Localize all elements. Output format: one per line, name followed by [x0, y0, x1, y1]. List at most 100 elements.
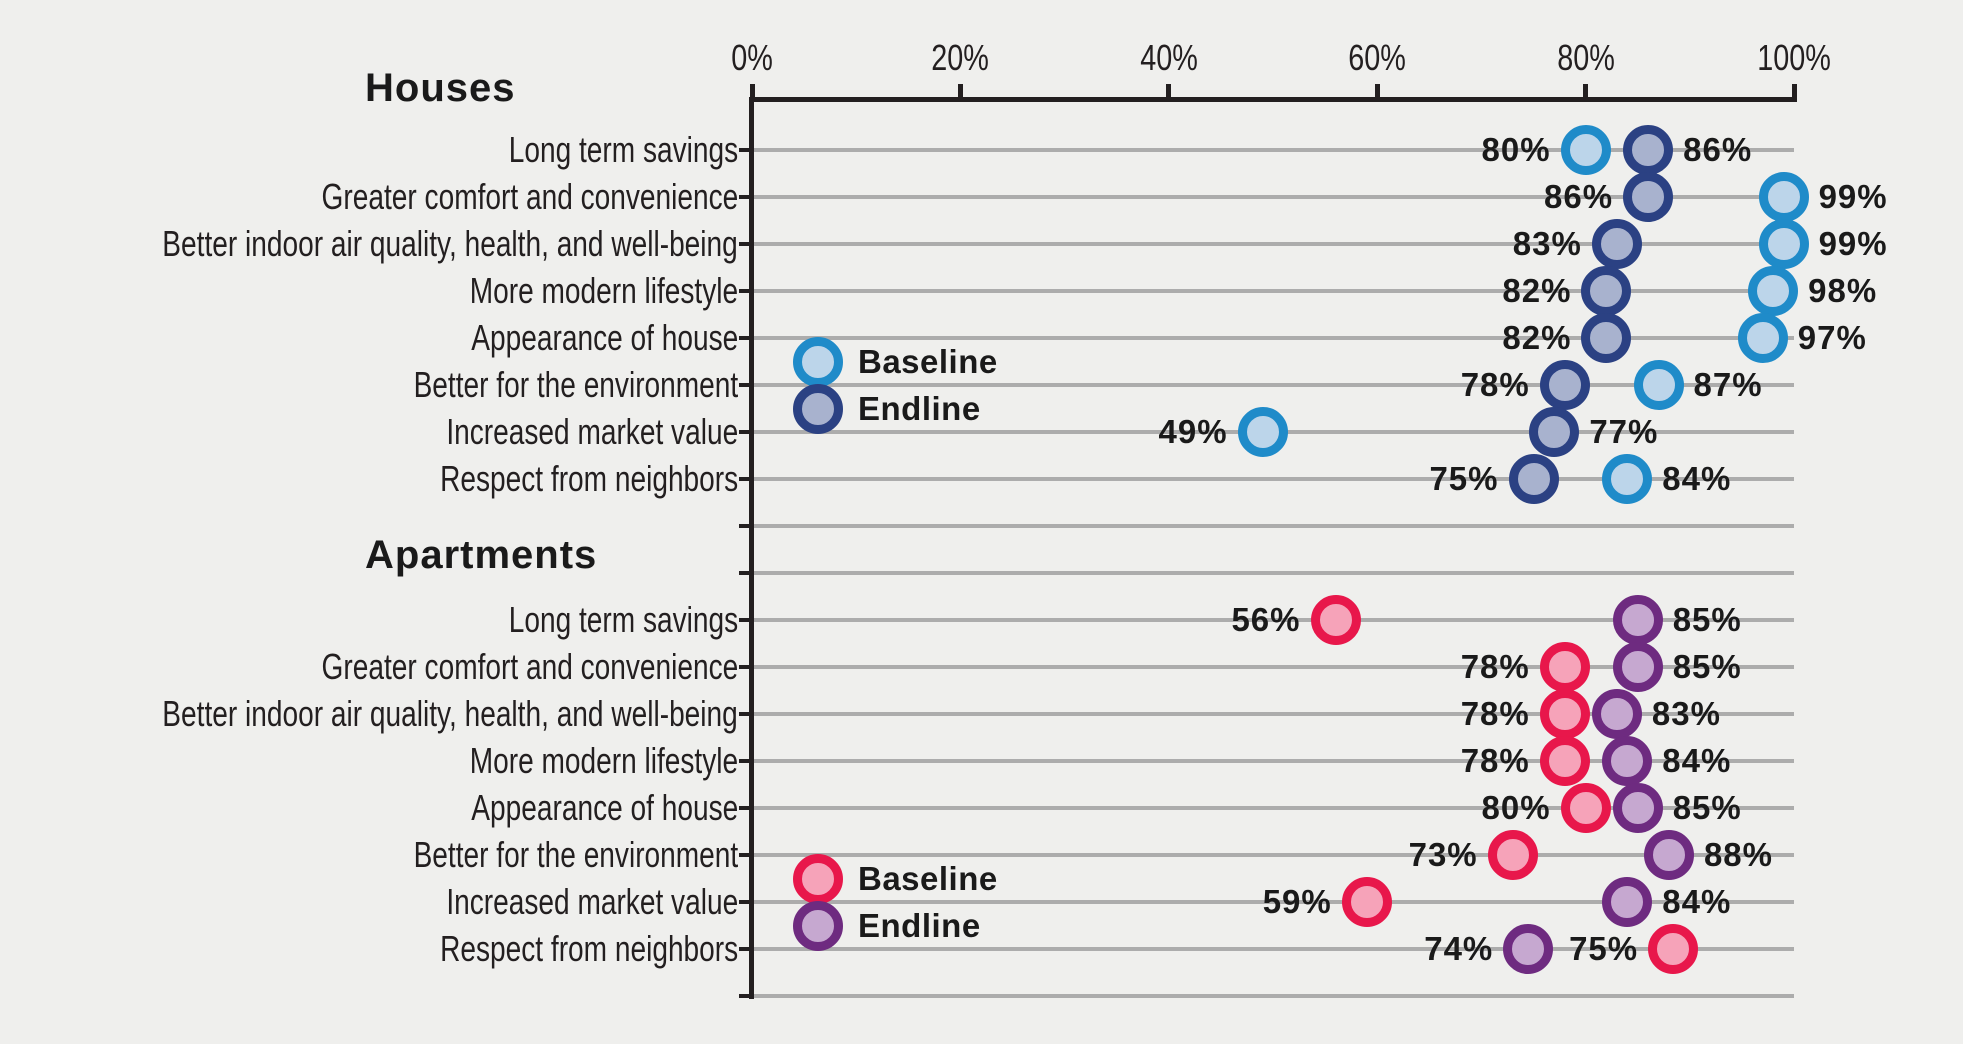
section-header-apartments: Apartments: [365, 532, 598, 577]
x-tick-label: 40%: [1109, 37, 1229, 78]
dot-value-label: 88%: [1703, 836, 1774, 873]
dot-value-label: 59%: [1262, 883, 1332, 920]
row-label: Better for the environment: [0, 360, 738, 410]
row-tick: [739, 947, 752, 951]
row-tick: [739, 336, 752, 340]
dot-baseline: [1237, 407, 1288, 457]
gridline: [752, 853, 1794, 857]
dot-value-label: 82%: [1502, 319, 1572, 356]
row-tick: [739, 524, 752, 528]
dot-value-label: 86%: [1544, 178, 1614, 215]
y-axis-line: [749, 97, 754, 999]
dot-value-label: 99%: [1818, 178, 1888, 215]
dot-endline: [1508, 454, 1559, 504]
dot-value-label: 78%: [1460, 366, 1530, 403]
row-tick: [739, 900, 752, 904]
x-tick: [957, 84, 963, 100]
gridline: [752, 289, 1794, 293]
dot-value-label: 80%: [1481, 131, 1551, 168]
row-label: Greater comfort and convenience: [0, 642, 738, 692]
x-tick-label: 60%: [1317, 37, 1437, 78]
gridline: [752, 524, 1794, 528]
dot-value-label: 85%: [1672, 601, 1742, 638]
row-label-text: Respect from neighbors: [439, 928, 738, 969]
dot-value-label: 97%: [1797, 319, 1867, 356]
legend-baseline-dot: [793, 853, 843, 904]
x-tick-label-text: 20%: [931, 37, 990, 78]
row-label-text: Increased market value: [446, 411, 738, 452]
dot-value-label: 84%: [1662, 460, 1732, 497]
row-tick: [739, 618, 752, 622]
dot-endline: [1602, 877, 1653, 927]
dot-value-label: 98%: [1808, 272, 1878, 309]
dot-value-label: 84%: [1662, 742, 1732, 779]
row-label: Respect from neighbors: [0, 924, 738, 974]
row-label: More modern lifestyle: [0, 736, 738, 786]
gridline: [752, 994, 1794, 998]
dot-baseline: [1539, 736, 1590, 786]
x-tick-label-text: 0%: [731, 37, 773, 78]
dot-value-label: 83%: [1512, 225, 1582, 262]
legend-endline-dot: [793, 900, 843, 951]
dot-value-label: 86%: [1683, 131, 1753, 168]
dot-value-label: 78%: [1460, 648, 1530, 685]
row-label: More modern lifestyle: [0, 266, 738, 316]
gridline: [752, 195, 1794, 199]
legend-baseline-dot: [793, 336, 843, 387]
x-tick-label-text: 80%: [1556, 37, 1615, 78]
gridline: [752, 148, 1794, 152]
row-tick: [739, 571, 752, 575]
row-tick: [739, 383, 752, 387]
row-label-text: Long term savings: [508, 129, 738, 170]
dot-value-label: 74%: [1424, 930, 1494, 967]
gridline: [752, 618, 1794, 622]
row-tick: [739, 806, 752, 810]
dot-baseline: [1487, 830, 1538, 880]
x-tick: [1166, 84, 1172, 100]
row-tick: [739, 148, 752, 152]
x-tick: [1583, 84, 1589, 100]
legend-endline-label: Endline: [858, 389, 981, 427]
dot-value-label: 78%: [1460, 695, 1530, 732]
row-label: Better indoor air quality, health, and w…: [0, 689, 738, 739]
row-tick: [739, 712, 752, 716]
x-tick: [749, 84, 755, 100]
dot-endline: [1602, 736, 1653, 786]
x-tick: [1791, 84, 1797, 100]
dot-value-label: 77%: [1589, 413, 1659, 450]
gridline: [752, 477, 1794, 481]
gridline: [752, 759, 1794, 763]
dot-value-label: 73%: [1408, 836, 1478, 873]
row-tick: [739, 195, 752, 199]
row-label: Long term savings: [0, 125, 738, 175]
gridline: [752, 900, 1794, 904]
row-label: Better for the environment: [0, 830, 738, 880]
row-tick: [739, 665, 752, 669]
dot-endline: [1612, 642, 1663, 692]
row-label-text: Increased market value: [446, 881, 738, 922]
dot-baseline: [1560, 125, 1611, 175]
dot-value-label: 75%: [1429, 460, 1499, 497]
row-label-text: Greater comfort and convenience: [321, 646, 738, 687]
dot-endline: [1581, 266, 1632, 316]
x-tick-label: 80%: [1526, 37, 1646, 78]
x-tick-label: 0%: [692, 37, 812, 78]
legend-endline-label: Endline: [858, 906, 981, 944]
x-axis-line: [749, 97, 1797, 102]
x-tick-label-text: 100%: [1757, 37, 1831, 78]
dot-baseline: [1602, 454, 1653, 504]
dot-value-label: 56%: [1231, 601, 1301, 638]
dot-baseline: [1758, 172, 1809, 222]
row-label: Greater comfort and convenience: [0, 172, 738, 222]
row-label: Respect from neighbors: [0, 454, 738, 504]
gridline: [752, 947, 1794, 951]
row-label-text: Respect from neighbors: [439, 458, 738, 499]
legend-baseline-label: Baseline: [858, 342, 998, 380]
row-label-text: Greater comfort and convenience: [321, 176, 738, 217]
gridline: [752, 242, 1794, 246]
row-label-text: Better indoor air quality, health, and w…: [162, 223, 738, 264]
dot-baseline: [1737, 313, 1788, 363]
gridline: [752, 336, 1794, 340]
dot-endline: [1612, 595, 1663, 645]
